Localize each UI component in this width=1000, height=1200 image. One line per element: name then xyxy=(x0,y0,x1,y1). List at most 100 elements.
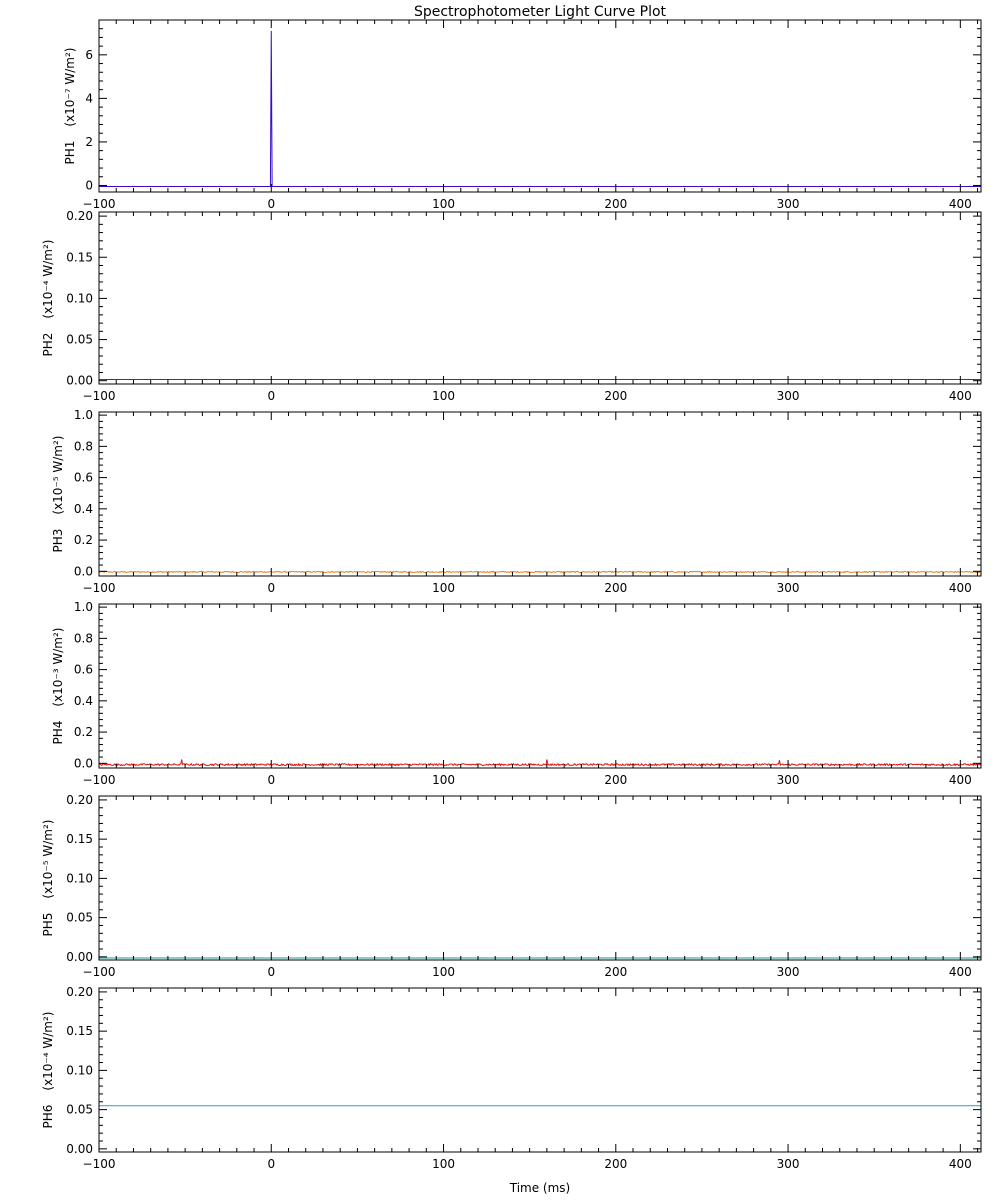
x-tick-label: 100 xyxy=(432,389,455,403)
x-tick-label: 400 xyxy=(949,389,972,403)
y-tick-label: 0.0 xyxy=(74,564,93,578)
x-tick-label: 200 xyxy=(604,197,627,211)
chart-title: Spectrophotometer Light Curve Plot xyxy=(414,4,667,20)
x-tick-label: 300 xyxy=(777,197,800,211)
y-tick-label: 0.15 xyxy=(66,250,93,264)
x-tick-label: −100 xyxy=(83,1157,116,1171)
y-axis-name: PH3 xyxy=(51,529,65,553)
plot-frame xyxy=(98,211,982,385)
x-tick-label: 100 xyxy=(432,965,455,979)
x-tick-label: −100 xyxy=(83,389,116,403)
y-axis-unit: (x10⁻⁵ W/m²) xyxy=(41,819,55,898)
y-tick-label: 0.4 xyxy=(74,694,93,708)
plot-frame xyxy=(98,795,982,961)
y-axis-name: PH6 xyxy=(41,1105,55,1129)
y-axis-name: PH4 xyxy=(51,721,65,745)
y-tick-label: 6 xyxy=(85,48,93,62)
x-tick-label: 400 xyxy=(949,773,972,787)
y-tick-label: 0 xyxy=(85,178,93,192)
x-tick-label: 0 xyxy=(267,581,275,595)
series-line-ph3 xyxy=(98,570,982,574)
y-tick-label: 0.6 xyxy=(74,663,93,677)
x-tick-label: 300 xyxy=(777,1157,800,1171)
x-tick-label: 200 xyxy=(604,965,627,979)
x-tick-label: 200 xyxy=(604,581,627,595)
y-axis-unit: (x10⁻⁴ W/m²) xyxy=(41,1011,55,1090)
x-tick-label: 300 xyxy=(777,773,800,787)
y-tick-label: 0.15 xyxy=(66,832,93,846)
y-axis-name: PH1 xyxy=(63,141,77,165)
series-line-ph4 xyxy=(98,759,982,767)
y-tick-label: 0.15 xyxy=(66,1024,93,1038)
y-axis-title: PH3 (x10⁻⁵ W/m²) xyxy=(51,435,65,552)
x-axis-title: Time (ms) xyxy=(509,1181,571,1195)
y-tick-label: 2 xyxy=(85,135,93,149)
x-tick-label: 200 xyxy=(604,1157,627,1171)
panel-ph3: −100 0 100 200 300 400 0.0 0.2 0.4 0.6 0.8 1.0 PH3 (x… xyxy=(51,408,982,595)
y-axis-unit: (x10⁻⁴ W/m²) xyxy=(41,239,55,318)
y-axis-title: PH5 (x10⁻⁵ W/m²) xyxy=(41,819,55,936)
y-tick-label: 0.20 xyxy=(66,209,93,223)
y-tick-label: 0.00 xyxy=(66,950,93,964)
y-tick-label: 0.05 xyxy=(66,333,93,347)
plot-frame xyxy=(98,19,982,193)
plot-frame xyxy=(98,603,982,769)
x-tick-label: −100 xyxy=(83,197,116,211)
y-axis-title: PH1 (x10⁻⁷ W/m²) xyxy=(63,47,77,164)
panel-ph5: −100 0 100 200 300 400 0.00 0.05 0.10 0.15 0.20 PH5… xyxy=(41,793,982,979)
x-tick-label: 0 xyxy=(267,197,275,211)
x-tick-label: 0 xyxy=(267,773,275,787)
x-tick-label: 400 xyxy=(949,197,972,211)
y-tick-label: 1.0 xyxy=(74,408,93,422)
x-tick-label: −100 xyxy=(83,581,116,595)
series-line-ph1 xyxy=(99,30,981,188)
x-tick-label: 100 xyxy=(432,197,455,211)
y-axis-name: PH2 xyxy=(41,333,55,357)
x-tick-label: 300 xyxy=(777,581,800,595)
y-axis-name: PH5 xyxy=(41,913,55,937)
y-tick-label: 0.6 xyxy=(74,471,93,485)
y-axis-unit: (x10⁻³ W/m²) xyxy=(51,627,65,706)
x-tick-label: 400 xyxy=(949,965,972,979)
panel-ph4: −100 0 100 200 300 400 0.0 0.2 0.4 0.6 0.8 1.0 PH4 (x… xyxy=(51,600,982,787)
y-tick-label: 0.05 xyxy=(66,911,93,925)
y-axis-title: PH4 (x10⁻³ W/m²) xyxy=(51,627,65,744)
x-tick-label: 300 xyxy=(777,389,800,403)
y-tick-label: 0.10 xyxy=(66,291,93,305)
x-tick-label: 0 xyxy=(267,389,275,403)
plot-frame xyxy=(98,987,982,1153)
panel-ph1: −100 0 100 200 300 400 0 2 4 6 PH1 (x10⁻⁷ W/m²) xyxy=(63,19,982,211)
x-tick-label: 200 xyxy=(604,389,627,403)
y-tick-label: 0.2 xyxy=(74,533,93,547)
x-tick-label: 100 xyxy=(432,773,455,787)
y-tick-label: 1.0 xyxy=(74,600,93,614)
y-tick-label: 0.20 xyxy=(66,793,93,807)
x-tick-label: 400 xyxy=(949,581,972,595)
x-tick-label: 300 xyxy=(777,965,800,979)
y-tick-label: 0.4 xyxy=(74,502,93,516)
y-tick-label: 0.2 xyxy=(74,725,93,739)
x-tick-label: 200 xyxy=(604,773,627,787)
y-tick-label: 0.0 xyxy=(74,756,93,770)
y-tick-label: 0.00 xyxy=(66,1142,93,1156)
y-axis-title: PH2 (x10⁻⁴ W/m²) xyxy=(41,239,55,356)
y-tick-label: 0.8 xyxy=(74,439,93,453)
y-tick-label: 0.10 xyxy=(66,1063,93,1077)
y-tick-label: 0.20 xyxy=(66,985,93,999)
x-tick-label: 400 xyxy=(949,1157,972,1171)
y-tick-label: 0.00 xyxy=(66,374,93,388)
y-tick-label: 0.10 xyxy=(66,871,93,885)
x-tick-label: −100 xyxy=(83,773,116,787)
y-axis-title: PH6 (x10⁻⁴ W/m²) xyxy=(41,1011,55,1128)
y-axis-unit: (x10⁻⁵ W/m²) xyxy=(51,435,65,514)
panel-ph6: −100 0 100 200 300 400 0.00 0.05 0.10 0.15 0.20 PH6… xyxy=(41,985,982,1195)
x-tick-label: 0 xyxy=(267,965,275,979)
y-tick-label: 0.05 xyxy=(66,1103,93,1117)
x-tick-label: 0 xyxy=(267,1157,275,1171)
x-tick-label: 100 xyxy=(432,581,455,595)
y-tick-label: 0.8 xyxy=(74,631,93,645)
x-tick-label: −100 xyxy=(83,965,116,979)
y-axis-unit: (x10⁻⁷ W/m²) xyxy=(63,47,77,126)
